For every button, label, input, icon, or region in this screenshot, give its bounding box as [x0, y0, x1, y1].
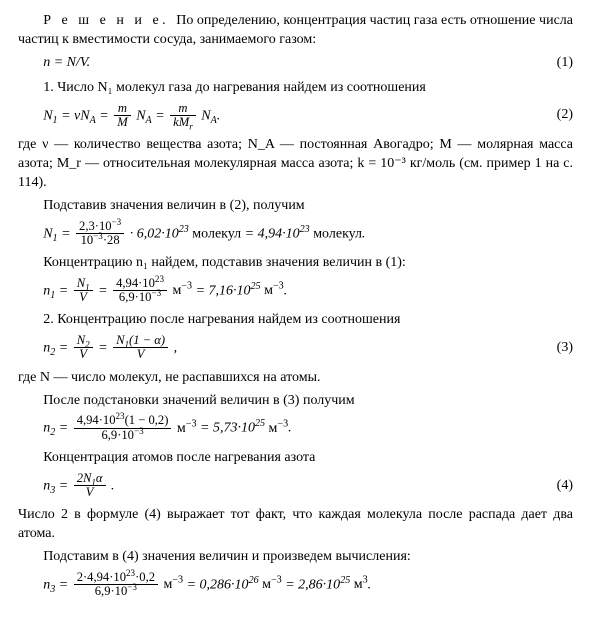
substitution-intro-2: Подставив значения величин в (2), получи… — [18, 197, 573, 216]
calculation-n3: n3 = 2·4,94·1023·0,26,9·10−3 м−3 = 0,286… — [18, 571, 573, 599]
equation-4-number: (4) — [542, 477, 573, 496]
solution-intro: Р е ш е н и е. По определению, концентра… — [18, 12, 573, 50]
equation-4-body: n3 = 2N1αV . — [18, 472, 542, 500]
definition-n: где N — число молекул, не распавшихся на… — [18, 369, 573, 388]
equation-3-body: n2 = N2V = N1(1 − α)V , — [18, 334, 542, 362]
calculation-n2-body: n2 = 4,94·1023(1 − 0,2)6,9·10−3 м−3 = 5,… — [18, 414, 573, 442]
equation-2: N1 = νNA = mM NA = mkMr NA. (2) — [18, 102, 573, 130]
step-1-heading: 1. Число N₁ молекул газа до нагревания н… — [18, 79, 573, 98]
equation-3: n2 = N2V = N1(1 − α)V , (3) — [18, 334, 573, 362]
equation-2-body: N1 = νNA = mM NA = mkMr NA. — [18, 102, 542, 130]
lead-word: Р е ш е н и е. — [43, 13, 176, 28]
concentration-n1-intro: Концентрацию n₁ найдем, подставив значен… — [18, 254, 573, 273]
calculation-concentration-n1-body: n1 = N1V = 4,94·10236,9·10−3 м−3 = 7,16·… — [18, 277, 573, 305]
equation-4: n3 = 2N1αV . (4) — [18, 472, 573, 500]
explanation-factor-2: Число 2 в формуле (4) выражает тот факт,… — [18, 506, 573, 544]
equation-2-number: (2) — [542, 106, 573, 125]
substitution-intro-3: После подстановки значений величин в (3)… — [18, 392, 573, 411]
equation-3-number: (3) — [542, 339, 573, 358]
calculation-n3-body: n3 = 2·4,94·1023·0,26,9·10−3 м−3 = 0,286… — [18, 571, 573, 599]
definitions-paragraph: где ν — количество вещества азота; N_A —… — [18, 136, 573, 193]
equation-1: n = N/V. (1) — [18, 54, 573, 73]
equation-1-number: (1) — [542, 54, 573, 73]
substitution-intro-4: Подставим в (4) значения величин и произ… — [18, 548, 573, 567]
calculation-n2: n2 = 4,94·1023(1 − 0,2)6,9·10−3 м−3 = 5,… — [18, 414, 573, 442]
calculation-concentration-n1: n1 = N1V = 4,94·10236,9·10−3 м−3 = 7,16·… — [18, 277, 573, 305]
calculation-n1-body: N1 = 2,3·10−310−3·28 · 6,02·1023 молекул… — [18, 220, 573, 248]
calculation-n1: N1 = 2,3·10−310−3·28 · 6,02·1023 молекул… — [18, 220, 573, 248]
atoms-concentration-intro: Концентрация атомов после нагревания азо… — [18, 449, 573, 468]
step-2-heading: 2. Концентрацию после нагревания найдем … — [18, 311, 573, 330]
equation-1-body: n = N/V. — [18, 54, 542, 73]
